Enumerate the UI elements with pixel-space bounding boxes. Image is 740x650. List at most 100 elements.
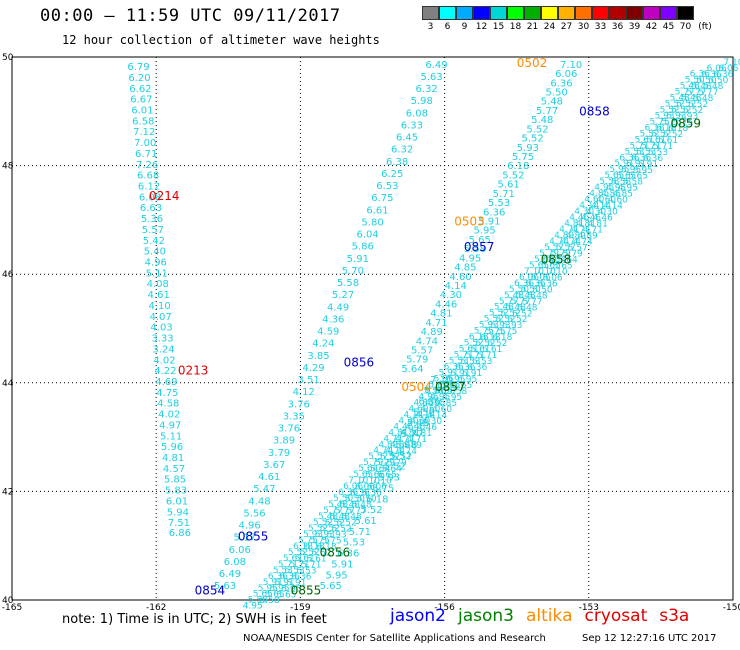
track-value-b: 4.30 [440, 290, 462, 301]
swath-value: 5.71 [301, 560, 321, 570]
swath-value: 6.18 [469, 333, 489, 343]
track-value-c: 7.10 [430, 375, 452, 386]
swath-value: 5.79 [387, 459, 407, 469]
swath-value: 5.95 [445, 375, 465, 385]
track-value-a: 3.51 [297, 375, 319, 386]
swath-value: 5.93 [678, 112, 698, 122]
swath-value: 5.77 [675, 87, 695, 97]
swath-value: 4.81 [576, 219, 596, 229]
colorbar-swatch [609, 6, 626, 20]
colorbar-swatch [592, 6, 609, 20]
chart-subtitle: 12 hour collection of altimeter wave hei… [62, 33, 380, 47]
swath-value: 5.52 [320, 524, 340, 534]
swath-value: 5.53 [472, 357, 492, 367]
swath-value: 4.71 [383, 434, 403, 444]
track-value-a: 3.85 [307, 351, 329, 362]
track-value-b: 4.89 [421, 327, 443, 338]
track-value-c: 5.93 [378, 473, 400, 484]
track-value-a: 3.76 [288, 399, 310, 410]
track-value-a: 4.48 [248, 496, 270, 507]
swath-value: 5.75 [322, 536, 342, 546]
swath-value: 5.65 [440, 381, 460, 391]
swath-value: 4.60 [608, 196, 628, 206]
swath-value: 4.81 [564, 219, 584, 229]
track-value-a: 6.53 [376, 181, 398, 192]
swath-value: 5.57 [392, 453, 412, 463]
track-value-c: 5.48 [395, 440, 417, 451]
swath-value: 6.06 [707, 64, 727, 74]
colorbar-label: 27 [560, 22, 573, 32]
track-value-b: 5.71 [493, 189, 515, 200]
track-value-a: 6.08 [224, 557, 246, 568]
pass-label: 0856 [320, 546, 351, 560]
swath-value: 5.77 [698, 88, 718, 98]
swath-value: 5.93 [303, 530, 323, 540]
colorbar-label: 30 [577, 22, 590, 32]
track-value-b: 5.57 [411, 346, 433, 357]
x-tick-label: -165 [2, 603, 22, 613]
swath-value: 5.52 [313, 518, 333, 528]
x-tick-label: -156 [434, 603, 455, 613]
swath-value: 5.50 [685, 76, 705, 86]
swath-value: 6.36 [619, 153, 639, 163]
swath-value: 5.75 [486, 327, 506, 337]
swath-value: 5.65 [253, 590, 273, 600]
track-value-a: 4.24 [312, 339, 334, 350]
swath-value: 5.71 [278, 560, 298, 570]
track-value-c: 5.61 [355, 516, 377, 527]
y-tick-label: 50 [2, 53, 14, 63]
swath-value: 5.48 [352, 501, 372, 511]
x-tick-label: -159 [290, 603, 311, 613]
pass-label: 0854 [195, 584, 226, 598]
swath-value: 5.48 [506, 303, 526, 313]
swath-value: 4.95 [442, 393, 462, 403]
colorbar-swatch [473, 6, 490, 20]
swath-value: 5.65 [265, 590, 285, 600]
track-value-b: 5.48 [531, 115, 553, 126]
track-value-b: 5.58 [464, 244, 486, 255]
track-value-a: 6.49 [425, 60, 447, 71]
swath-value: 5.77 [323, 506, 343, 516]
swath-value: 4.46 [569, 213, 589, 223]
swath-value: 5.50 [333, 494, 353, 504]
swath-value: 5.52 [332, 525, 352, 535]
swath-value: 5.58 [248, 596, 268, 606]
swath-value: 6.06 [355, 482, 375, 492]
swath-value: 5.48 [330, 512, 350, 522]
track-value-c: 6.36 [419, 397, 441, 408]
swath-value: 6.36 [268, 572, 288, 582]
track-value-b: 5.53 [488, 198, 510, 209]
swath-value: 6.18 [645, 123, 665, 133]
track-value-b: 5.75 [512, 152, 534, 163]
swath-value: 4.14 [603, 202, 623, 212]
swath-value: 5.71 [629, 141, 649, 151]
note-text: note: 1) Time is in UTC; 2) SWH is in fe… [62, 612, 327, 627]
colorbar-label: 36 [611, 22, 624, 32]
colorbar-label: 12 [475, 22, 488, 32]
swath-value: 5.52 [683, 106, 703, 116]
swath-value: 6.18 [305, 542, 325, 552]
data-point-value: 5.96 [161, 442, 183, 453]
track-value-b: 5.50 [546, 88, 568, 99]
swath-value: 5.52 [651, 130, 671, 140]
swath-value: 5.71 [290, 560, 310, 570]
track-value-a: 4.96 [238, 521, 260, 532]
colorbar-swatch [541, 6, 558, 20]
swath-value: 5.65 [628, 172, 648, 182]
swath-value: 5.93 [479, 321, 499, 331]
track-value-c: 5.52 [389, 451, 411, 462]
data-point-value: 4.96 [145, 258, 167, 269]
swath-value: 4.89 [566, 231, 586, 241]
swath-value: 5.57 [556, 243, 576, 253]
colorbar [422, 6, 694, 20]
swath-value: 6.36 [690, 70, 710, 80]
data-point-value: 7.51 [168, 518, 190, 529]
track-value-c: 5.95 [325, 570, 347, 581]
data-point-value: 4.08 [147, 279, 169, 290]
swath-value: 5.58 [447, 387, 467, 397]
colorbar-unit: (ft) [698, 22, 712, 32]
swath-value: 4.89 [390, 441, 410, 451]
swath-value: 5.75 [673, 118, 693, 128]
track-value-b: 6.36 [483, 207, 505, 218]
swath-value: 6.36 [350, 488, 370, 498]
